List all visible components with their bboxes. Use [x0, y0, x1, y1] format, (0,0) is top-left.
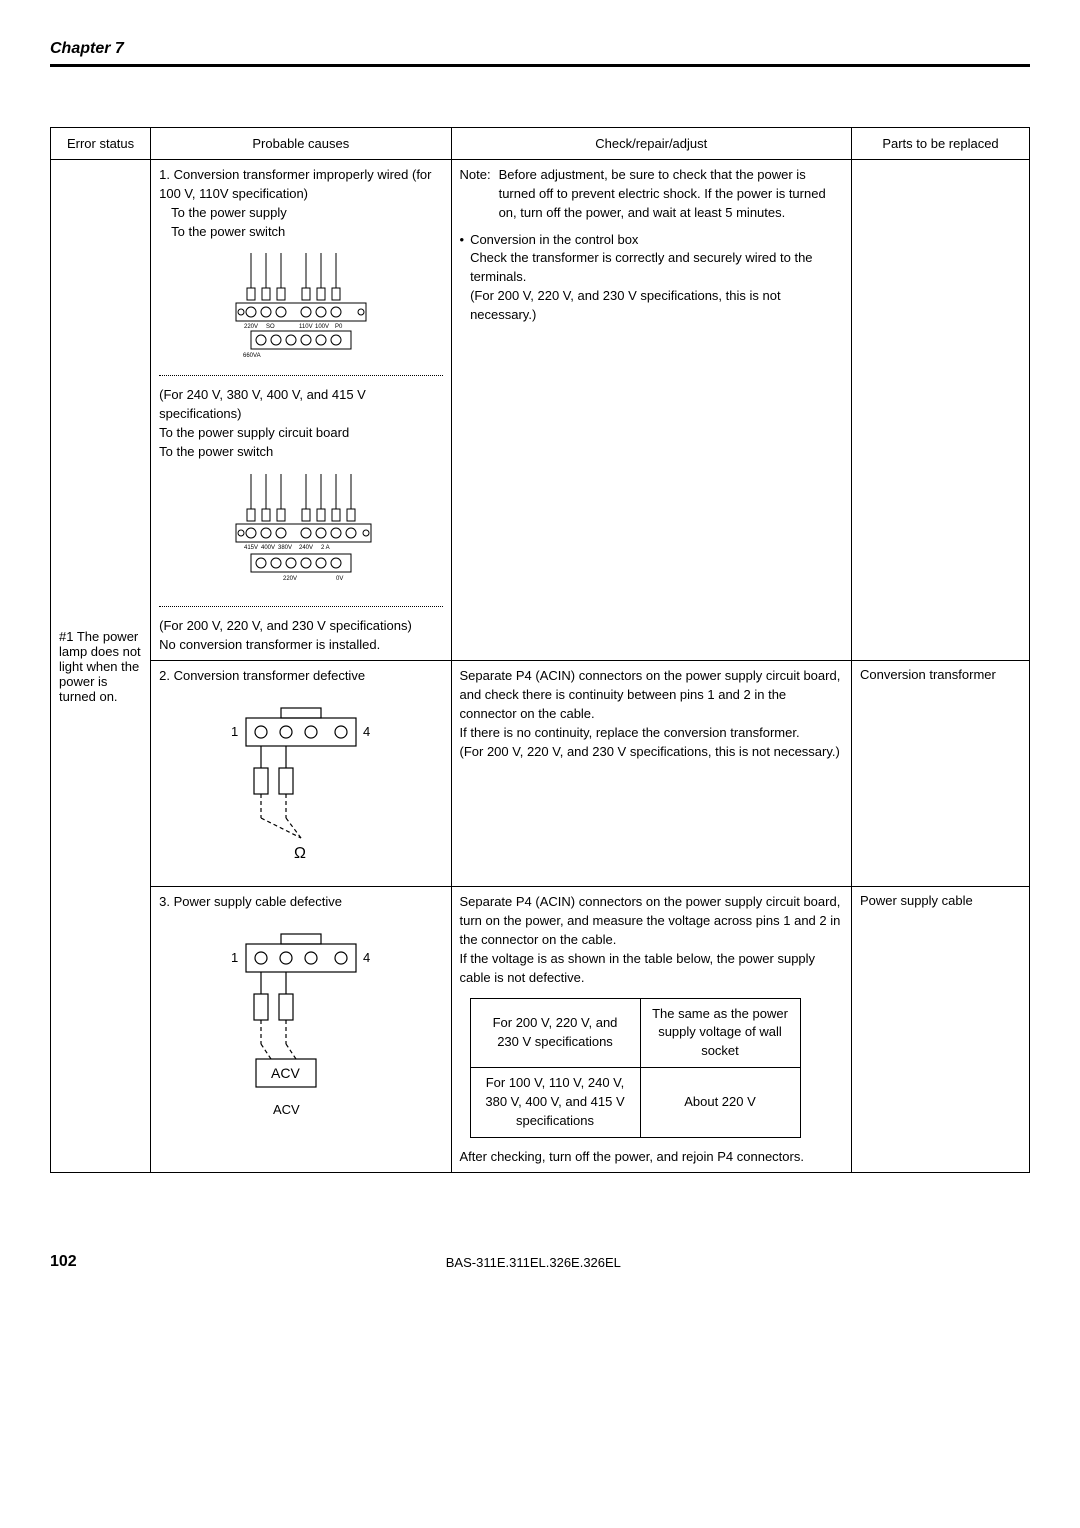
separator	[159, 375, 442, 376]
to-board: To the power supply circuit board	[159, 424, 442, 443]
bullet-icon: •	[460, 231, 465, 325]
table-row: 3. Power supply cable defective	[51, 887, 1030, 1173]
th-error: Error status	[51, 128, 151, 160]
svg-text:400V: 400V	[261, 545, 275, 551]
check-cell-2: Separate P4 (ACIN) connectors on the pow…	[451, 661, 852, 887]
svg-text:ACV: ACV	[273, 1102, 300, 1117]
page-number: 102	[50, 1253, 77, 1271]
vt-r2c1: For 100 V, 110 V, 240 V, 380 V, 400 V, a…	[470, 1068, 640, 1138]
svg-text:110V: 110V	[299, 324, 313, 330]
vt-r1c1: For 200 V, 220 V, and 230 V specificatio…	[470, 998, 640, 1068]
svg-text:660VA: 660VA	[243, 353, 261, 359]
check-3-outro: After checking, turn off the power, and …	[460, 1148, 844, 1167]
check-body: Check the transformer is correctly and s…	[470, 249, 843, 324]
cause-2-title: 2. Conversion transformer defective	[159, 667, 442, 686]
vt-r2c2: About 220 V	[640, 1068, 800, 1138]
page: Chapter 7 Error status Probable causes C…	[0, 0, 1080, 1301]
svg-text:240V: 240V	[299, 545, 313, 551]
cause-1-to-switch: To the power switch	[171, 223, 442, 242]
to-switch-2: To the power switch	[159, 443, 442, 462]
separator	[159, 606, 442, 607]
check-cell-3: Separate P4 (ACIN) connectors on the pow…	[451, 887, 852, 1173]
spec-240: (For 240 V, 380 V, 400 V, and 415 V spec…	[159, 386, 442, 424]
parts-cell-2: Conversion transformer	[852, 661, 1030, 887]
svg-text:220V: 220V	[244, 324, 258, 330]
no-conv: No conversion transformer is installed.	[159, 636, 442, 655]
voltage-row: For 200 V, 220 V, and 230 V specificatio…	[470, 998, 800, 1068]
troubleshoot-table: Error status Probable causes Check/repai…	[50, 127, 1030, 1173]
page-footer: 102 BAS-311E.311EL.326E.326EL	[50, 1253, 1030, 1271]
voltage-table: For 200 V, 220 V, and 230 V specificatio…	[470, 998, 801, 1138]
table-row: #1 The power lamp does not light when th…	[51, 160, 1030, 661]
table-row: 2. Conversion transformer defective 1	[51, 661, 1030, 887]
bullet-row: • Conversion in the control box Check th…	[460, 231, 844, 325]
svg-text:100V: 100V	[315, 324, 329, 330]
chapter-title: Chapter 7	[50, 40, 124, 57]
cause-cell-2: 2. Conversion transformer defective 1	[151, 661, 451, 887]
svg-text:P0: P0	[335, 324, 343, 330]
spec-200: (For 200 V, 220 V, and 230 V specificati…	[159, 617, 442, 636]
svg-text:0V: 0V	[336, 576, 343, 582]
cause-1-to-supply: To the power supply	[171, 204, 442, 223]
parts-cell-3: Power supply cable	[852, 887, 1030, 1173]
svg-text:SO: SO	[266, 324, 275, 330]
transformer-diagram-2: 415V 400V 380V 240V 2 A 220V 0V	[211, 474, 391, 594]
svg-text:Ω: Ω	[294, 845, 306, 862]
note-text: Before adjustment, be sure to check that…	[499, 166, 843, 223]
cause-cell-1: 1. Conversion transformer improperly wir…	[151, 160, 451, 661]
cause-cell-3: 3. Power supply cable defective	[151, 887, 451, 1173]
svg-text:220V: 220V	[283, 576, 297, 582]
svg-text:380V: 380V	[278, 545, 292, 551]
svg-text:4: 4	[363, 724, 370, 739]
cause-1-title: 1. Conversion transformer improperly wir…	[159, 166, 442, 204]
th-check: Check/repair/adjust	[451, 128, 852, 160]
connector-diagram-acv: 1 4 ACV ACV	[191, 924, 411, 1124]
svg-text:ACV: ACV	[271, 1065, 300, 1081]
svg-text:1: 1	[231, 950, 238, 965]
note-row: Note: Before adjustment, be sure to chec…	[460, 166, 844, 223]
table-header-row: Error status Probable causes Check/repai…	[51, 128, 1030, 160]
connector-diagram-ohm: 1 4 Ω	[191, 698, 411, 868]
voltage-row: For 100 V, 110 V, 240 V, 380 V, 400 V, a…	[470, 1068, 800, 1138]
th-parts: Parts to be replaced	[852, 128, 1030, 160]
check-cell-1: Note: Before adjustment, be sure to chec…	[451, 160, 852, 661]
transformer-diagram-1: 220V SO 110V 100V P0 660VA	[211, 253, 391, 363]
model-code: BAS-311E.311EL.326E.326EL	[446, 1255, 621, 1270]
error-status-cell: #1 The power lamp does not light when th…	[51, 160, 151, 1173]
svg-text:1: 1	[231, 724, 238, 739]
page-header: Chapter 7	[50, 40, 1030, 67]
note-label: Note:	[460, 166, 491, 223]
svg-text:4: 4	[363, 950, 370, 965]
cause-3-title: 3. Power supply cable defective	[159, 893, 442, 912]
check-3-intro: Separate P4 (ACIN) connectors on the pow…	[460, 893, 844, 987]
vt-r1c2: The same as the power supply voltage of …	[640, 998, 800, 1068]
parts-cell-1	[852, 160, 1030, 661]
svg-text:2 A: 2 A	[321, 545, 330, 551]
bullet-title: Conversion in the control box	[470, 231, 843, 250]
th-cause: Probable causes	[151, 128, 451, 160]
svg-text:415V: 415V	[244, 545, 258, 551]
